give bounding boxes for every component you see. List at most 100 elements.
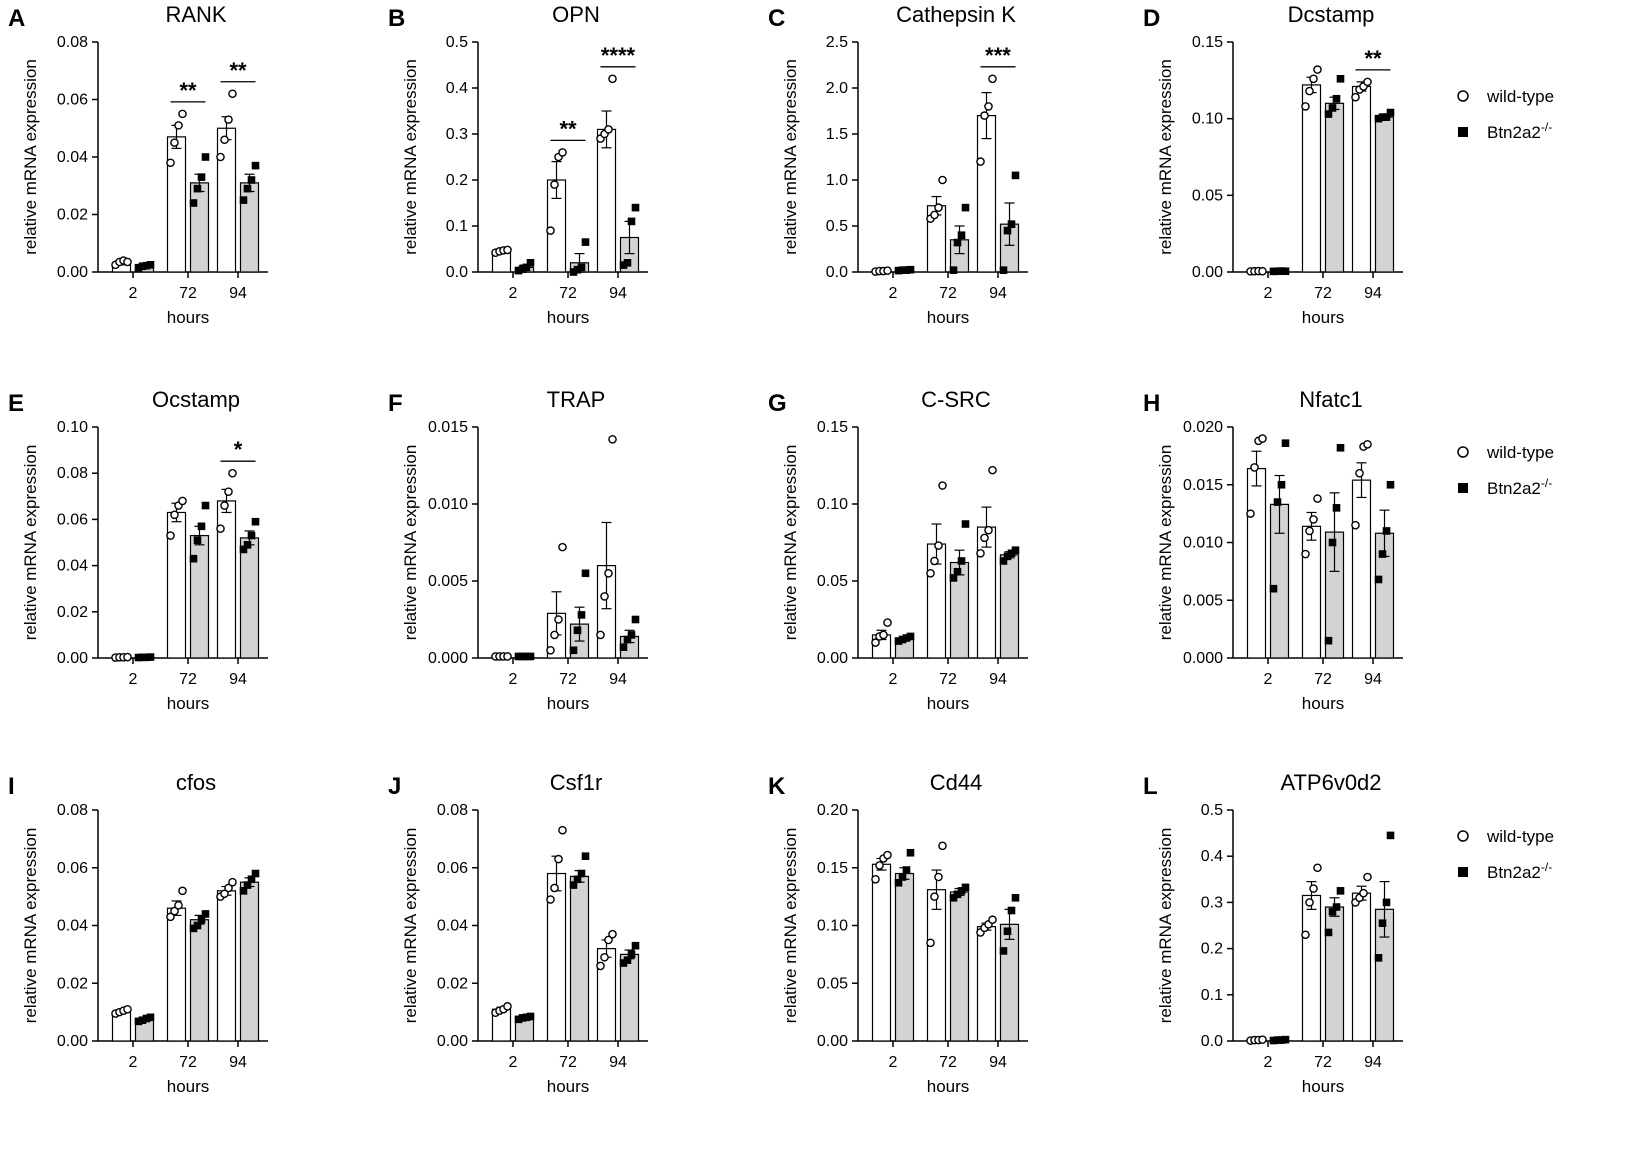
bar-btn2a2-i-72 bbox=[189, 919, 210, 1042]
bar-wildtype-d-72 bbox=[1301, 84, 1322, 273]
x-axis-label-j: hours bbox=[547, 1077, 590, 1096]
point-btn2a2-h bbox=[1273, 498, 1282, 506]
point-wildtype-j bbox=[558, 825, 567, 835]
x-tick-label-h: 72 bbox=[1314, 671, 1332, 688]
point-wildtype-g bbox=[926, 569, 935, 578]
point-wildtype-f bbox=[554, 615, 563, 624]
point-btn2a2-a bbox=[247, 176, 256, 184]
point-btn2a2-i bbox=[193, 921, 202, 930]
point-wildtype-e bbox=[123, 652, 132, 662]
point-btn2a2-k bbox=[1007, 906, 1016, 915]
x-tick-label-l: 94 bbox=[1364, 1054, 1382, 1071]
legend-wildtype-marker bbox=[1457, 830, 1469, 842]
point-btn2a2-i bbox=[142, 1014, 151, 1023]
bar-btn2a2-k-94 bbox=[999, 923, 1020, 1042]
panel-title-l: ATP6v0d2 bbox=[1280, 770, 1381, 795]
point-wildtype-f bbox=[608, 435, 617, 444]
point-btn2a2-c bbox=[898, 266, 907, 274]
point-btn2a2-i bbox=[189, 924, 198, 933]
y-tick-label-c: 0.0 bbox=[826, 264, 848, 281]
y-tick-label-j: 0.02 bbox=[437, 975, 468, 992]
x-tick-label-j: 2 bbox=[509, 1054, 518, 1071]
panel-title-a: RANK bbox=[165, 2, 226, 27]
point-btn2a2-k bbox=[1011, 893, 1020, 902]
y-tick-label-i: 0.06 bbox=[57, 860, 88, 877]
point-btn2a2-l bbox=[1324, 928, 1333, 937]
point-btn2a2-i bbox=[146, 1013, 155, 1022]
point-btn2a2-e bbox=[251, 517, 260, 526]
point-wildtype-i bbox=[123, 1004, 132, 1014]
point-wildtype-b bbox=[550, 180, 559, 189]
point-wildtype-b bbox=[604, 125, 613, 134]
point-wildtype-g bbox=[883, 618, 892, 627]
point-btn2a2-f bbox=[631, 615, 640, 624]
point-wildtype-a bbox=[216, 152, 225, 162]
point-wildtype-c bbox=[980, 111, 989, 120]
point-btn2a2-e bbox=[247, 531, 256, 540]
point-btn2a2-j bbox=[577, 869, 586, 878]
point-wildtype-e bbox=[166, 531, 175, 540]
panel-e: E Ocstamp 0.00 0.02 0.04 0.06 0.08 0.10 relative… bbox=[8, 387, 268, 713]
y-tick-label-h: 0.020 bbox=[1183, 419, 1223, 436]
y-axis-label-a: relative mRNA expression bbox=[21, 59, 40, 255]
bar-wildtype-k-72 bbox=[926, 889, 947, 1042]
y-tick-label-h: 0.005 bbox=[1183, 592, 1223, 609]
y-tick-label-f: 0.000 bbox=[428, 650, 468, 667]
point-wildtype-j bbox=[604, 935, 613, 945]
point-btn2a2-e bbox=[189, 554, 198, 563]
y-tick-label-l: 0.3 bbox=[1201, 894, 1223, 911]
significance-label-d: ** bbox=[1364, 46, 1382, 71]
y-axis-label-g: relative mRNA expression bbox=[781, 445, 800, 641]
bar-wildtype-h-2 bbox=[1246, 467, 1267, 659]
point-wildtype-l bbox=[1305, 898, 1314, 907]
point-wildtype-d bbox=[1305, 86, 1314, 96]
point-btn2a2-h bbox=[1378, 550, 1387, 558]
x-tick-label-d: 72 bbox=[1314, 285, 1332, 302]
point-btn2a2-f bbox=[573, 626, 582, 635]
point-btn2a2-l bbox=[1281, 1035, 1290, 1044]
y-tick-label-f: 0.010 bbox=[428, 496, 468, 513]
point-wildtype-j bbox=[503, 1002, 512, 1011]
point-btn2a2-l bbox=[1269, 1036, 1278, 1045]
point-wildtype-c bbox=[984, 102, 993, 111]
y-tick-label-d: 0.15 bbox=[1192, 34, 1223, 51]
x-tick-label-h: 2 bbox=[1264, 671, 1273, 688]
x-axis-label-d: hours bbox=[1302, 308, 1345, 327]
point-btn2a2-f bbox=[619, 643, 628, 652]
point-wildtype-i bbox=[174, 900, 183, 910]
point-btn2a2-d bbox=[1273, 267, 1282, 276]
x-tick-label-k: 2 bbox=[889, 1054, 898, 1071]
x-tick-label-h: 94 bbox=[1364, 671, 1382, 688]
bar-wildtype-k-94 bbox=[976, 926, 997, 1042]
y-axis-label-j: relative mRNA expression bbox=[401, 828, 420, 1024]
panel-title-b: OPN bbox=[552, 2, 600, 27]
legend-btn2a2-marker bbox=[1458, 127, 1468, 137]
panel-g: G C-SRC 0.00 0.05 0.10 0.15 relative mRNA expr… bbox=[768, 387, 1028, 713]
legend-row-1: wild-type Btn2a2-/- bbox=[1457, 87, 1554, 142]
point-wildtype-e bbox=[216, 524, 225, 533]
point-wildtype-b bbox=[558, 148, 567, 157]
point-btn2a2-e bbox=[142, 653, 151, 662]
point-wildtype-g bbox=[930, 556, 939, 566]
point-wildtype-h bbox=[1363, 440, 1372, 449]
point-wildtype-a bbox=[220, 135, 229, 145]
significance-label-a: ** bbox=[229, 58, 247, 83]
point-wildtype-l bbox=[1359, 888, 1368, 898]
point-btn2a2-c bbox=[1003, 226, 1012, 235]
point-btn2a2-e bbox=[134, 653, 143, 662]
x-axis-label-l: hours bbox=[1302, 1077, 1345, 1096]
point-wildtype-e bbox=[178, 496, 187, 506]
point-btn2a2-a bbox=[239, 196, 248, 204]
point-wildtype-e bbox=[170, 510, 179, 520]
x-tick-label-d: 94 bbox=[1364, 285, 1382, 302]
point-btn2a2-h bbox=[1382, 527, 1391, 535]
point-wildtype-f bbox=[546, 646, 555, 655]
x-tick-label-b: 2 bbox=[509, 285, 518, 302]
point-btn2a2-k bbox=[898, 873, 907, 881]
panel-letter-e: E bbox=[8, 390, 24, 417]
point-wildtype-d bbox=[1309, 74, 1318, 84]
x-tick-label-c: 94 bbox=[989, 285, 1007, 302]
point-btn2a2-a bbox=[134, 263, 143, 272]
point-btn2a2-j bbox=[518, 1014, 527, 1022]
point-btn2a2-l bbox=[1336, 887, 1345, 895]
